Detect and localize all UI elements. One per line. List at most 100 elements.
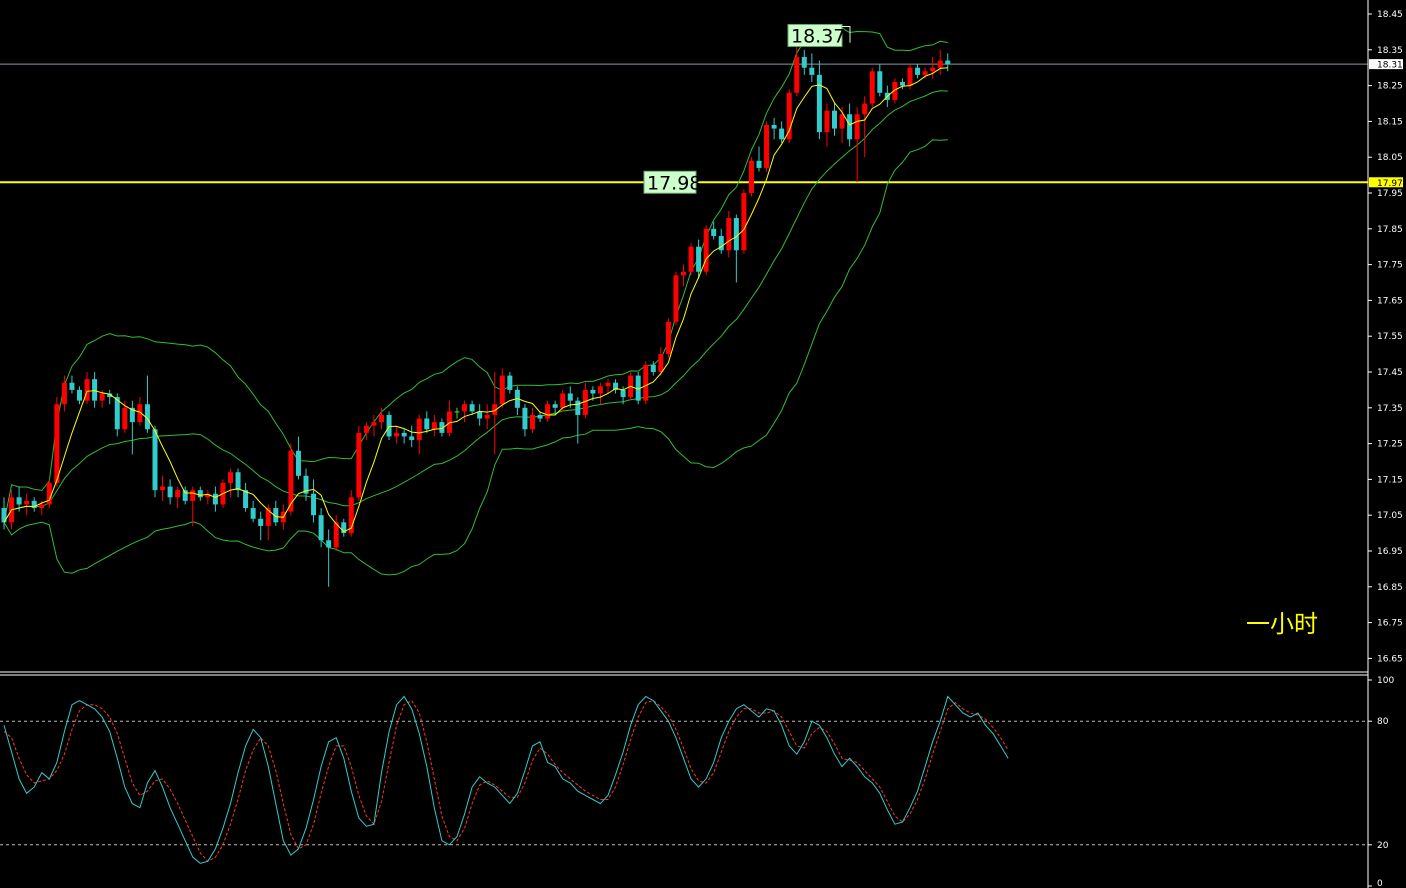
candle[interactable] <box>492 372 498 455</box>
candle[interactable] <box>469 400 475 415</box>
candle[interactable] <box>439 418 445 437</box>
candle[interactable] <box>446 400 452 437</box>
candle[interactable] <box>401 429 407 444</box>
candle[interactable] <box>756 146 762 172</box>
candle[interactable] <box>424 411 430 433</box>
candle[interactable] <box>530 407 535 433</box>
candle[interactable] <box>160 475 166 501</box>
candle[interactable] <box>869 67 875 108</box>
candle[interactable] <box>212 486 218 512</box>
candle[interactable] <box>386 411 392 441</box>
candle[interactable] <box>371 414 377 437</box>
candle[interactable] <box>462 400 468 423</box>
candle[interactable] <box>409 425 415 448</box>
candle[interactable] <box>197 486 203 501</box>
candle[interactable] <box>326 529 332 587</box>
candle[interactable] <box>303 468 309 501</box>
candle[interactable] <box>862 96 868 158</box>
candle[interactable] <box>786 89 792 143</box>
candle[interactable] <box>258 511 264 541</box>
candle[interactable] <box>416 414 422 455</box>
candle[interactable] <box>363 422 369 441</box>
candle[interactable] <box>477 404 483 426</box>
candle[interactable] <box>545 400 551 423</box>
candle[interactable] <box>937 49 943 75</box>
candle[interactable] <box>643 361 649 405</box>
candle[interactable] <box>243 482 249 512</box>
candle[interactable] <box>175 486 181 509</box>
candle[interactable] <box>273 500 279 526</box>
candle[interactable] <box>567 386 573 408</box>
candle[interactable] <box>144 375 150 433</box>
candle[interactable] <box>295 436 301 480</box>
candle[interactable] <box>250 500 256 523</box>
candle[interactable] <box>356 425 362 501</box>
candle[interactable] <box>24 493 30 516</box>
candle[interactable] <box>733 214 739 283</box>
candle[interactable] <box>681 264 686 287</box>
candle[interactable] <box>748 157 754 197</box>
candle[interactable] <box>348 490 354 537</box>
candle[interactable] <box>899 78 905 90</box>
candle[interactable] <box>507 372 513 394</box>
candle[interactable] <box>703 225 709 276</box>
candle[interactable] <box>167 479 173 505</box>
candle[interactable] <box>892 78 898 104</box>
candle[interactable] <box>379 407 384 430</box>
candle[interactable] <box>726 210 732 258</box>
candle[interactable] <box>658 346 664 376</box>
candle[interactable] <box>182 486 188 505</box>
candle[interactable] <box>613 379 619 394</box>
candle[interactable] <box>824 103 830 147</box>
stochastic-pane[interactable] <box>0 695 1368 864</box>
candle[interactable] <box>696 239 702 279</box>
candle[interactable] <box>61 375 67 412</box>
candle[interactable] <box>711 221 717 240</box>
candle[interactable] <box>77 386 82 405</box>
candle[interactable] <box>794 42 800 97</box>
candle[interactable] <box>945 53 951 72</box>
candle[interactable] <box>235 468 241 498</box>
price-pane[interactable]: 18.37 17.98 <box>0 23 1368 587</box>
candle[interactable] <box>522 404 528 437</box>
candle[interactable] <box>930 56 936 79</box>
candle[interactable] <box>620 386 626 405</box>
candle[interactable] <box>650 361 656 376</box>
candle[interactable] <box>915 64 921 79</box>
candle[interactable] <box>688 243 694 276</box>
candle[interactable] <box>907 64 913 90</box>
candle[interactable] <box>741 189 747 254</box>
candle[interactable] <box>816 60 822 140</box>
candle[interactable] <box>454 407 460 419</box>
candle[interactable] <box>582 382 588 419</box>
candle[interactable] <box>575 397 581 444</box>
candle[interactable] <box>394 425 400 444</box>
candle[interactable] <box>764 121 770 172</box>
candle[interactable] <box>333 515 339 551</box>
candle[interactable] <box>311 479 317 523</box>
candle[interactable] <box>673 271 679 326</box>
candle[interactable] <box>46 479 52 509</box>
candle[interactable] <box>832 103 837 136</box>
candle[interactable] <box>107 389 113 405</box>
candle[interactable] <box>552 400 558 415</box>
candle[interactable] <box>605 379 611 394</box>
candle[interactable] <box>484 404 490 430</box>
candle[interactable] <box>205 490 211 505</box>
candle[interactable] <box>114 393 120 437</box>
candle[interactable] <box>84 372 90 405</box>
candle[interactable] <box>152 425 158 498</box>
candle[interactable] <box>771 117 777 140</box>
candle[interactable] <box>31 497 37 512</box>
candle[interactable] <box>597 382 603 405</box>
candle[interactable] <box>779 121 785 143</box>
candle[interactable] <box>341 518 347 537</box>
candle[interactable] <box>537 411 543 423</box>
candle[interactable] <box>809 53 815 83</box>
candle[interactable] <box>665 318 671 358</box>
candle[interactable] <box>228 468 233 498</box>
candle[interactable] <box>92 372 98 408</box>
candle[interactable] <box>801 49 807 75</box>
candle[interactable] <box>431 414 437 437</box>
